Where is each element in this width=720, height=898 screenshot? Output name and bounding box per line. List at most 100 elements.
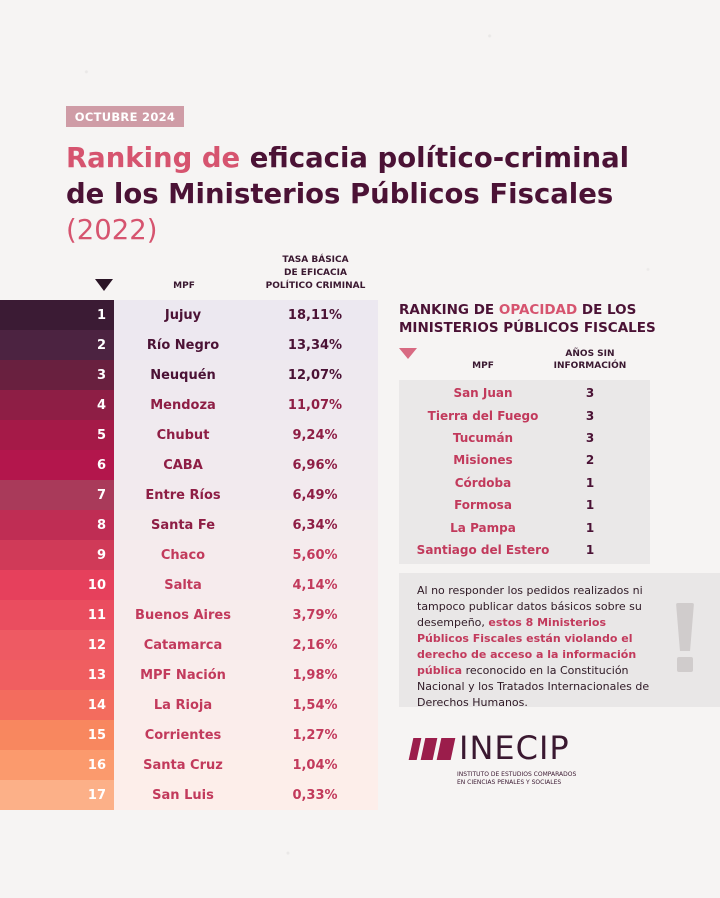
ranking-position: 6: [0, 450, 114, 480]
ranking-row-cells: Santa Cruz 1,04%: [114, 750, 378, 780]
opacity-row: Tucumán 3: [399, 427, 650, 449]
page-title: Ranking de eficacia político-criminal de…: [66, 140, 629, 248]
ranking-header-rate-line2: DE EFICACIA: [284, 268, 347, 278]
ranking-row: 2 Río Negro 13,34%: [0, 330, 378, 360]
ranking-mpf-name: Santa Fe: [150, 517, 216, 533]
opacity-years-value: 3: [585, 386, 595, 401]
ranking-row-cells: Catamarca 2,16%: [114, 630, 378, 660]
ranking-position: 1: [0, 300, 114, 330]
ranking-row: 17 San Luis 0,33%: [0, 780, 378, 810]
logo-subtitle-line2: EN CIENCIAS PENALES Y SOCIALES: [457, 779, 562, 786]
ranking-row: 16 Santa Cruz 1,04%: [0, 750, 378, 780]
opacity-row: San Juan 3: [399, 382, 650, 404]
ranking-position: 16: [0, 750, 114, 780]
ranking-row-cells: Río Negro 13,34%: [114, 330, 378, 360]
opacity-years-value: 1: [585, 520, 595, 535]
opacity-years-value: 3: [585, 408, 595, 423]
sort-down-arrow-icon: [399, 348, 417, 359]
ranking-row: 12 Catamarca 2,16%: [0, 630, 378, 660]
opacity-years-value: 1: [585, 498, 595, 513]
exclamation-icon: [676, 603, 694, 673]
ranking-row-cells: Salta 4,14%: [114, 570, 378, 600]
ranking-mpf-name: Mendoza: [150, 397, 216, 413]
ranking-position: 13: [0, 660, 114, 690]
ranking-row-cells: Santa Fe 6,34%: [114, 510, 378, 540]
note-part-1: Al no responder los pedidos realizados n…: [417, 584, 643, 629]
ranking-position: 5: [0, 420, 114, 450]
ranking-position: 3: [0, 360, 114, 390]
sort-down-arrow-icon: [95, 279, 113, 291]
ranking-mpf-name: Neuquén: [150, 367, 216, 383]
opacity-years-value: 1: [585, 542, 595, 557]
opacity-mpf-name: Tucumán: [452, 430, 514, 445]
opacity-title-suffix: DE LOS: [577, 302, 637, 318]
ranking-mpf-name: CABA: [163, 457, 203, 473]
title-highlight: eficacia político-criminal: [249, 142, 630, 174]
ranking-rate-value: 6,49%: [292, 487, 338, 503]
ranking-mpf-name: San Luis: [152, 787, 214, 803]
legal-note-box: Al no responder los pedidos realizados n…: [399, 573, 720, 709]
ranking-header-rate-line3: POLÍTICO CRIMINAL: [265, 281, 366, 291]
opacity-ranking-table: San Juan 3 Tierra del Fuego 3 Tucumán 3 Mision…: [399, 380, 650, 564]
opacity-header-years-line1: AÑOS SIN: [565, 349, 615, 359]
opacity-row: Santiago del Estero 1: [399, 539, 650, 561]
ranking-mpf-name: Río Negro: [146, 337, 220, 353]
opacity-title-highlight: OPACIDAD: [498, 302, 578, 318]
ranking-mpf-name: Santa Cruz: [143, 757, 223, 773]
opacity-row: Tierra del Fuego 3: [399, 404, 650, 426]
ranking-row: 8 Santa Fe 6,34%: [0, 510, 378, 540]
ranking-position: 4: [0, 390, 114, 420]
title-year: (2022): [66, 214, 158, 246]
opacity-years-value: 3: [585, 430, 595, 445]
opacity-title-prefix: RANKING DE: [399, 302, 499, 318]
ranking-rate-value: 5,60%: [292, 547, 338, 563]
ranking-row-cells: Corrientes 1,27%: [114, 720, 378, 750]
ranking-header-rate: TASA BÁSICA DE EFICACIA POLÍTICO CRIMINA…: [258, 254, 373, 293]
opacity-mpf-name: Misiones: [453, 453, 513, 468]
opacity-mpf-name: Tierra del Fuego: [427, 408, 539, 423]
ranking-rate-value: 6,34%: [292, 517, 338, 533]
ranking-row-cells: La Rioja 1,54%: [114, 690, 378, 720]
ranking-header-rate-line1: TASA BÁSICA: [282, 255, 349, 265]
ranking-row-cells: Mendoza 11,07%: [114, 390, 378, 420]
ranking-position: 14: [0, 690, 114, 720]
ranking-row-cells: Jujuy 18,11%: [114, 300, 378, 330]
logo-bar-icon: [436, 738, 456, 760]
ranking-rate-value: 6,96%: [292, 457, 338, 473]
ranking-row-cells: San Luis 0,33%: [114, 780, 378, 810]
ranking-row: 10 Salta 4,14%: [0, 570, 378, 600]
title-line-2: de los Ministerios Públicos Fiscales: [66, 178, 614, 210]
opacity-title-line-2: MINISTERIOS PÚBLICOS FISCALES: [399, 320, 656, 336]
ranking-row-cells: CABA 6,96%: [114, 450, 378, 480]
ranking-rate-value: 1,04%: [292, 757, 338, 773]
ranking-row: 5 Chubut 9,24%: [0, 420, 378, 450]
ranking-position: 8: [0, 510, 114, 540]
ranking-rate-value: 0,33%: [292, 787, 338, 803]
ranking-mpf-name: Catamarca: [143, 637, 223, 653]
efficacy-ranking-table: 1 Jujuy 18,11% 2 Río Negro 13,34% 3 Neuquén 12,0…: [0, 300, 378, 810]
ranking-position: 2: [0, 330, 114, 360]
ranking-rate-value: 3,79%: [292, 607, 338, 623]
opacity-row: Misiones 2: [399, 449, 650, 471]
inecip-logo: INECIP INSTITUTO DE ESTUDIOS COMPARADOS …: [407, 730, 607, 790]
ranking-position: 12: [0, 630, 114, 660]
ranking-row: 15 Corrientes 1,27%: [0, 720, 378, 750]
ranking-mpf-name: Entre Ríos: [145, 487, 221, 503]
ranking-mpf-name: Chubut: [156, 427, 210, 443]
note-part-2: reconocido en la Constitución Nacional y…: [417, 664, 650, 709]
opacity-years-value: 1: [585, 475, 595, 490]
opacity-header-years: AÑOS SIN INFORMACIÓN: [540, 348, 640, 372]
opacity-mpf-name: Santiago del Estero: [416, 542, 550, 557]
ranking-mpf-name: La Rioja: [153, 697, 213, 713]
ranking-position: 15: [0, 720, 114, 750]
ranking-rate-value: 1,27%: [292, 727, 338, 743]
ranking-rate-value: 11,07%: [287, 397, 343, 413]
opacity-ranking-title: RANKING DE OPACIDAD DE LOS MINISTERIOS P…: [399, 301, 656, 337]
logo-subtitle-line1: INSTITUTO DE ESTUDIOS COMPARADOS: [457, 771, 577, 778]
ranking-row-cells: Entre Ríos 6,49%: [114, 480, 378, 510]
ranking-mpf-name: Jujuy: [164, 307, 202, 323]
ranking-row: 6 CABA 6,96%: [0, 450, 378, 480]
ranking-row: 11 Buenos Aires 3,79%: [0, 600, 378, 630]
ranking-rate-value: 1,54%: [292, 697, 338, 713]
opacity-header-mpf: MPF: [472, 361, 494, 371]
